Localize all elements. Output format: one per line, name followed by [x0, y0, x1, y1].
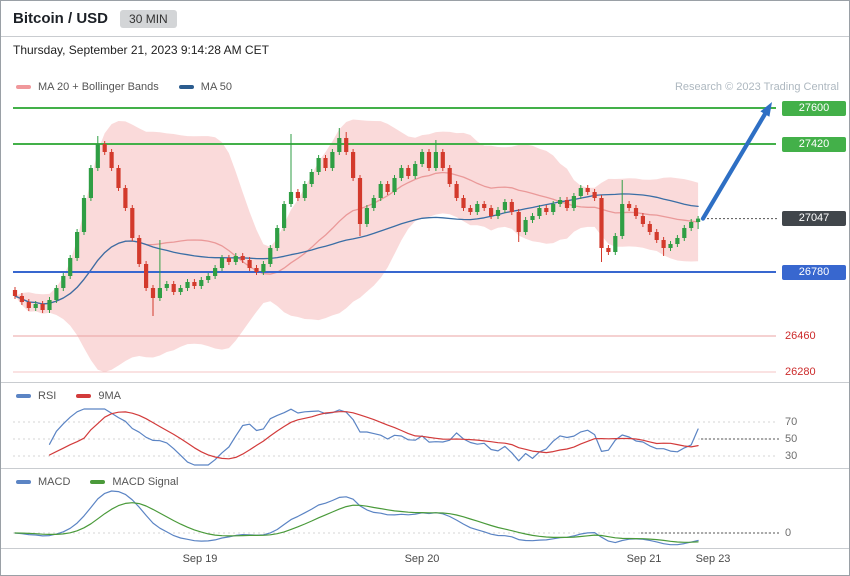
panel-divider-main-rsi	[1, 382, 849, 383]
interval-badge: 30 MIN	[120, 9, 177, 28]
panel-divider-rsi-macd	[1, 468, 849, 469]
ma20-bollinger-legend-item: MA 20 + Bollinger Bands	[16, 81, 159, 93]
panel-divider-macd-axis	[1, 548, 849, 549]
legend-main: MA 20 + Bollinger Bands MA 50	[16, 81, 232, 93]
ma50-legend-label: MA 50	[200, 81, 232, 93]
x-axis-label-sep-23: Sep 23	[695, 553, 731, 565]
macd-legend-label: MACD	[38, 476, 71, 488]
rsi-level-label-50: 50	[785, 433, 798, 445]
ma50-legend-item: MA 50	[178, 81, 232, 93]
macd-signal-legend-item: MACD Signal	[90, 476, 178, 488]
price-level-label-27420: 27420	[782, 136, 846, 152]
macd-signal-swatch-icon	[90, 480, 106, 484]
x-axis-label-sep-21: Sep 21	[626, 553, 662, 565]
legend-macd: MACD MACD Signal	[16, 476, 178, 488]
price-level-label-27047: 27047	[782, 211, 846, 227]
price-level-label-27600: 27600	[782, 100, 846, 116]
rsi-level-label-30: 30	[785, 450, 798, 462]
rsi-swatch-icon	[16, 394, 31, 398]
macd-legend-item: MACD	[16, 476, 70, 488]
price-level-label-26280: 26280	[785, 365, 816, 378]
ma20-bollinger-swatch-icon	[16, 85, 31, 89]
rsi-9ma-legend-label: 9MA	[98, 390, 121, 402]
attribution: Research © 2023 Trading Central	[674, 81, 839, 93]
macd-swatch-icon	[16, 480, 31, 484]
x-axis-label-sep-20: Sep 20	[404, 553, 440, 565]
x-axis-label-sep-19: Sep 19	[182, 553, 218, 565]
price-level-label-26460: 26460	[785, 329, 816, 342]
header: Bitcoin / USD 30 MIN	[1, 1, 849, 37]
rsi-9ma-legend-item: 9MA	[76, 390, 121, 402]
page-title: Bitcoin / USD	[13, 10, 109, 27]
ma20-bollinger-legend-label: MA 20 + Bollinger Bands	[38, 81, 159, 93]
rsi-legend-label: RSI	[38, 390, 57, 402]
legend-rsi: RSI 9MA	[16, 390, 121, 402]
macd-level-label-0: 0	[785, 527, 792, 539]
rsi-level-label-70: 70	[785, 416, 798, 428]
price-level-label-26780: 26780	[782, 264, 846, 280]
ma50-swatch-icon	[178, 85, 194, 89]
rsi-legend-item: RSI	[16, 390, 56, 402]
timestamp: Thursday, September 21, 2023 9:14:28 AM …	[13, 43, 269, 57]
macd-signal-legend-label: MACD Signal	[112, 476, 179, 488]
rsi-9ma-swatch-icon	[76, 394, 92, 398]
